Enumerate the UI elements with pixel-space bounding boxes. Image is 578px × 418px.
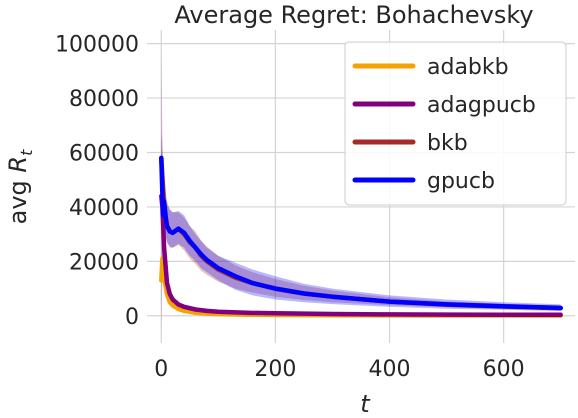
series-lines xyxy=(159,155,563,318)
legend-frame xyxy=(344,41,567,206)
legend: adabkb adagpucb bkb gpucb xyxy=(344,41,567,206)
x-tick-label: 200 xyxy=(254,357,296,382)
gpucb-line xyxy=(159,155,563,311)
y-tick-label: 0 xyxy=(125,305,139,330)
adagpucb-line xyxy=(159,193,563,318)
tick-labels: 0 200 400 600 0 20000 40000 60000 80000 100000 xyxy=(55,33,525,382)
y-axis-label-prefix: avg xyxy=(4,173,32,225)
y-tick-label: 40000 xyxy=(69,196,139,221)
legend-label-bkb: bkb xyxy=(427,131,468,156)
y-axis-label-var: R xyxy=(4,156,32,173)
x-tick-label: 0 xyxy=(154,357,168,382)
y-tick-label: 80000 xyxy=(69,87,139,112)
y-tick-label: 100000 xyxy=(55,33,139,58)
legend-label-adabkb: adabkb xyxy=(427,55,509,80)
x-axis-label: t xyxy=(360,390,371,418)
y-tick-label: 20000 xyxy=(69,250,139,275)
chart-title: Average Regret: Bohachevsky xyxy=(174,1,533,29)
x-tick-label: 600 xyxy=(483,357,525,382)
y-axis-label: avg Rt xyxy=(4,149,36,224)
y-axis-label-sub: t xyxy=(17,149,36,156)
legend-label-adagpucb: adagpucb xyxy=(427,93,536,118)
legend-label-gpucb: gpucb xyxy=(427,169,495,194)
x-tick-label: 400 xyxy=(369,357,411,382)
y-tick-label: 60000 xyxy=(69,141,139,166)
